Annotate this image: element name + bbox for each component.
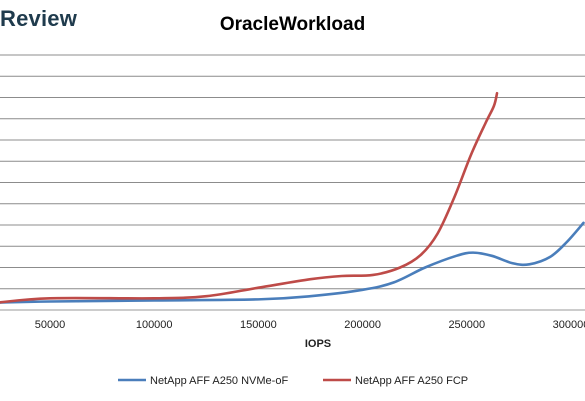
x-tick-label: 50000 [35, 319, 66, 331]
x-tick-label: 100000 [136, 319, 173, 331]
chart-title: OracleWorkload [219, 14, 366, 35]
x-tick-label: 250000 [448, 319, 485, 331]
legend-label-1: NetApp AFF A250 NVMe-oF [150, 375, 288, 387]
brand-logo-text: Review [0, 6, 78, 31]
series-lines [0, 91, 585, 304]
x-tick-labels: 50000 100000 150000 200000 250000 300000 [35, 319, 585, 331]
legend: NetApp AFF A250 NVMe-oF NetApp AFF A250 F… [118, 375, 468, 387]
series-line-2 [0, 91, 499, 304]
x-tick-label: 200000 [344, 319, 381, 331]
series-line-1 [0, 221, 585, 304]
x-tick-label: 300000 [553, 319, 585, 331]
x-tick-label: 150000 [240, 319, 277, 331]
legend-label-2: NetApp AFF A250 FCP [355, 375, 468, 387]
gridlines [0, 54, 585, 290]
x-axis-label: IOPS [305, 338, 331, 350]
